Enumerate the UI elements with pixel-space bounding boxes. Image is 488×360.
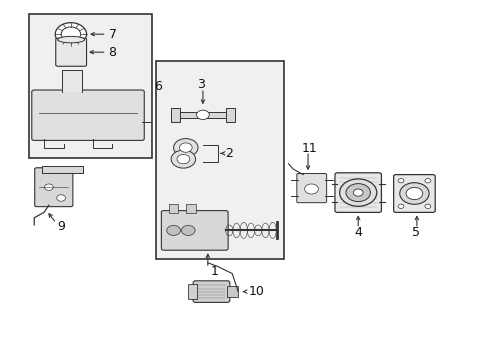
Bar [188,284,197,299]
FancyBboxPatch shape [296,174,326,203]
Circle shape [179,143,192,152]
FancyBboxPatch shape [56,38,86,66]
Text: 9: 9 [58,220,65,233]
Bar [176,112,229,118]
Circle shape [339,179,376,206]
Circle shape [405,187,422,199]
Circle shape [177,154,189,164]
FancyBboxPatch shape [32,90,144,140]
FancyBboxPatch shape [393,175,434,212]
Text: 6: 6 [154,80,162,93]
Circle shape [171,150,195,168]
Bar [41,166,83,173]
Circle shape [55,23,86,46]
Text: 5: 5 [411,226,419,239]
Bar [156,61,283,259]
Text: 10: 10 [248,285,264,298]
Text: 2: 2 [225,147,233,160]
Bar [168,204,178,213]
Circle shape [173,139,198,157]
Circle shape [44,184,53,190]
Bar [62,70,81,92]
Bar [29,14,151,158]
Bar [225,108,234,122]
Circle shape [181,225,195,235]
Circle shape [424,179,430,183]
Bar [185,204,195,213]
Bar [171,108,180,122]
FancyBboxPatch shape [193,281,229,302]
Circle shape [166,225,180,235]
FancyBboxPatch shape [161,211,227,250]
Text: 11: 11 [301,142,317,155]
Ellipse shape [58,36,84,43]
FancyBboxPatch shape [35,168,73,207]
Circle shape [397,179,403,183]
Text: 8: 8 [108,46,116,59]
Circle shape [345,184,370,202]
Circle shape [397,204,403,208]
Bar [227,286,238,297]
Text: 1: 1 [210,265,218,278]
FancyBboxPatch shape [334,173,381,212]
Text: 7: 7 [108,28,116,41]
Circle shape [424,204,430,208]
Circle shape [196,110,209,120]
Text: 3: 3 [197,78,204,91]
Circle shape [57,195,65,201]
Circle shape [352,189,362,196]
Circle shape [304,184,318,194]
Circle shape [399,183,428,204]
Text: 4: 4 [353,226,362,239]
